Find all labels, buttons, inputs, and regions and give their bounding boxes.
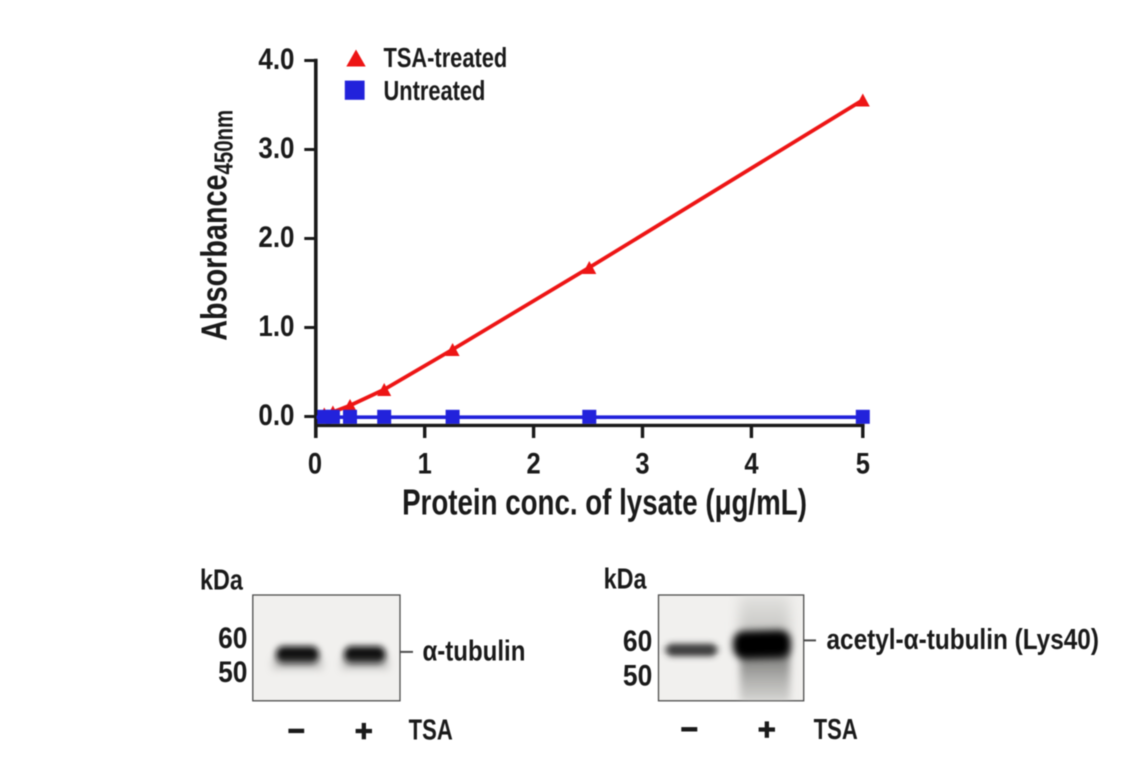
svg-text:2: 2 [527, 446, 541, 479]
svg-text:Absorbance450nm: Absorbance450nm [193, 110, 238, 341]
svg-text:1: 1 [418, 446, 432, 479]
svg-text:2.0: 2.0 [258, 221, 294, 254]
svg-text:1.0: 1.0 [258, 310, 294, 343]
svg-text:4.0: 4.0 [258, 43, 294, 76]
svg-text:50: 50 [623, 658, 652, 692]
svg-text:α-tubulin: α-tubulin [423, 634, 526, 667]
svg-text:TSA: TSA [409, 715, 453, 747]
svg-text:4: 4 [744, 446, 759, 479]
svg-text:3.0: 3.0 [258, 132, 294, 165]
svg-text:kDa: kDa [604, 562, 647, 595]
svg-text:0: 0 [308, 446, 322, 479]
svg-text:acetyl-α-tubulin (Lys40): acetyl-α-tubulin (Lys40) [827, 623, 1099, 655]
svg-text:50: 50 [218, 654, 247, 688]
svg-text:0.0: 0.0 [258, 399, 294, 432]
svg-text:60: 60 [218, 620, 247, 654]
svg-text:60: 60 [623, 623, 652, 657]
svg-text:Untreated: Untreated [384, 75, 486, 106]
svg-text:TSA-treated: TSA-treated [384, 42, 508, 73]
svg-text:TSA: TSA [814, 714, 858, 746]
svg-text:3: 3 [635, 446, 649, 479]
svg-text:Protein conc. of lysate (μg/mL: Protein conc. of lysate (μg/mL) [402, 482, 807, 522]
svg-text:kDa: kDa [200, 563, 243, 596]
svg-text:5: 5 [856, 446, 870, 479]
